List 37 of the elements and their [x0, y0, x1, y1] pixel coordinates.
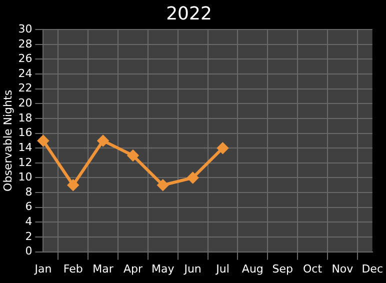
point: [38, 135, 49, 146]
y-tick-label: 28: [18, 37, 32, 50]
x-tick-label: Feb: [63, 262, 83, 276]
y-tick-label: 16: [18, 126, 32, 140]
y-tick-label: 12: [18, 156, 32, 169]
y-tick-label: 4: [25, 215, 32, 228]
y-tick-label: 26: [18, 52, 32, 66]
x-tick-label: Jul: [215, 262, 230, 276]
point: [98, 135, 109, 146]
x-tick-label: Mar: [92, 262, 114, 276]
y-axis-title: Observable Nights: [1, 90, 14, 192]
y-tick-label: 24: [18, 66, 32, 80]
y-tick-label: 8: [25, 185, 32, 198]
point: [127, 150, 138, 162]
x-tick-label: Nov: [332, 262, 354, 276]
chart-title: 2022: [166, 3, 212, 24]
y-tick-label: 20: [18, 96, 32, 110]
x-tick-label: May: [152, 262, 175, 276]
point: [187, 172, 198, 184]
y-tick-label: 2: [25, 230, 32, 243]
x-tick-label: Dec: [362, 262, 384, 276]
point: [157, 180, 168, 191]
y-tick-label: 6: [25, 200, 32, 214]
y-tick-label: 22: [18, 82, 32, 95]
x-tick-label: Sep: [272, 262, 293, 276]
point: [68, 180, 79, 191]
x-tick-label: Apr: [123, 262, 143, 276]
y-tick-label: 30: [18, 22, 32, 36]
x-tick-label: Jun: [183, 262, 202, 276]
y-tick-label: 10: [18, 170, 32, 184]
y-tick-label: 14: [18, 140, 32, 154]
y-tick-label: 18: [18, 111, 32, 124]
x-tick-label: Aug: [242, 262, 264, 276]
y-tick-label: 0: [25, 244, 32, 258]
x-tick-label: Jan: [34, 262, 52, 276]
point: [217, 142, 228, 154]
x-tick-label: Oct: [302, 262, 323, 276]
